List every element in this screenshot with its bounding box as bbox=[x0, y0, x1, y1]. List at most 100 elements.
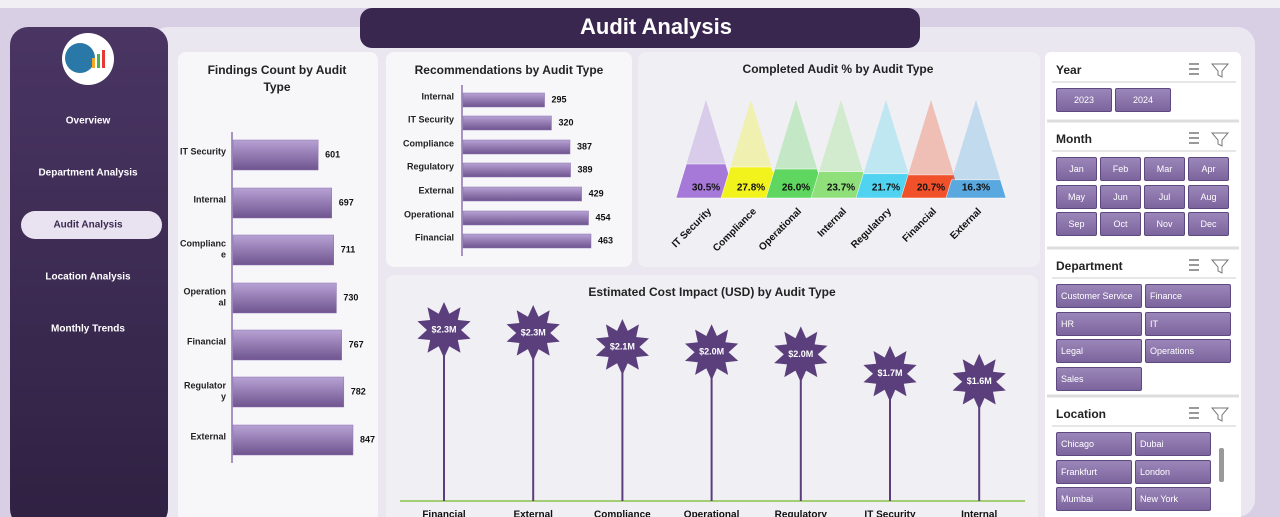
bar bbox=[462, 210, 589, 226]
category-label: Internal bbox=[961, 510, 997, 517]
data-label: 429 bbox=[589, 188, 604, 198]
data-label: 730 bbox=[343, 292, 358, 302]
data-label: 389 bbox=[578, 164, 593, 174]
slicer-button[interactable]: IT bbox=[1145, 311, 1231, 336]
nav-item[interactable]: Department Analysis bbox=[38, 168, 138, 179]
category-label: Operational bbox=[183, 286, 226, 308]
data-label: 387 bbox=[577, 141, 592, 151]
bar bbox=[232, 139, 319, 171]
data-label: $2.0M bbox=[788, 349, 813, 359]
slicer-button[interactable]: 2024 bbox=[1115, 88, 1171, 112]
chart-title: Estimated Cost Impact (USD) by Audit Typ… bbox=[588, 285, 836, 299]
pyramid-segment bbox=[945, 179, 1007, 199]
category-label: Compliance bbox=[594, 510, 651, 517]
category-label: Compliance bbox=[180, 238, 227, 260]
category-label: Financial bbox=[422, 510, 466, 517]
slicer-button[interactable]: Finance bbox=[1145, 284, 1231, 308]
star-marker bbox=[863, 345, 917, 402]
slicer-button[interactable]: Jan bbox=[1056, 157, 1097, 181]
slicer-button[interactable]: New York bbox=[1135, 487, 1211, 511]
data-label: $2.1M bbox=[610, 341, 635, 351]
bar bbox=[232, 187, 332, 219]
data-label: 697 bbox=[339, 197, 354, 207]
slicer-button[interactable]: Jul bbox=[1144, 184, 1185, 209]
clear-filter-icon[interactable] bbox=[1210, 259, 1230, 274]
slicer-button[interactable]: Sales bbox=[1056, 366, 1142, 391]
data-label: $1.7M bbox=[877, 368, 902, 378]
data-label: 782 bbox=[351, 386, 366, 396]
star-marker bbox=[417, 302, 471, 358]
slicer-title: Month bbox=[1056, 132, 1092, 146]
slicer-button[interactable]: Nov bbox=[1144, 212, 1185, 236]
category-label: External bbox=[513, 510, 553, 517]
logo-bar bbox=[97, 54, 100, 68]
data-label: 601 bbox=[325, 149, 340, 159]
slicer-button[interactable]: Mar bbox=[1144, 157, 1185, 181]
slicer-button[interactable]: Customer Service bbox=[1056, 284, 1142, 308]
slicer-button[interactable]: 2023 bbox=[1056, 88, 1112, 112]
category-label: IT Security bbox=[180, 146, 227, 157]
category-label: Internal bbox=[421, 91, 454, 102]
chart-title: Findings Count by Audit Type bbox=[207, 63, 347, 94]
slicer-button[interactable]: Sep bbox=[1056, 212, 1097, 236]
clear-filter-icon[interactable] bbox=[1210, 63, 1230, 78]
bar bbox=[232, 329, 342, 361]
slicer-button[interactable]: HR bbox=[1056, 311, 1142, 336]
slicer-button[interactable]: Feb bbox=[1100, 157, 1141, 181]
data-label: 20.7% bbox=[917, 183, 945, 194]
logo-mark bbox=[65, 43, 95, 73]
star-marker bbox=[685, 324, 739, 381]
star-marker bbox=[595, 319, 649, 375]
nav-item[interactable]: Monthly Trends bbox=[51, 324, 125, 335]
bar bbox=[462, 162, 571, 178]
star-marker bbox=[506, 305, 560, 361]
chart-title: Completed Audit % by Audit Type bbox=[743, 62, 934, 76]
clear-filter-icon[interactable] bbox=[1210, 407, 1230, 422]
bar bbox=[232, 376, 345, 408]
scrollbar bbox=[1219, 448, 1224, 482]
category-label: IT Security bbox=[864, 510, 916, 517]
pyramid-ghost bbox=[901, 100, 961, 198]
data-label: 26.0% bbox=[782, 183, 810, 194]
top-strip bbox=[0, 0, 1280, 8]
bar bbox=[462, 92, 545, 108]
data-label: 27.8% bbox=[737, 183, 765, 194]
chart-title: Recommendations by Audit Type bbox=[414, 63, 604, 77]
header-banner bbox=[360, 8, 920, 48]
nav-item[interactable]: Location Analysis bbox=[45, 272, 131, 283]
data-label: $1.6M bbox=[967, 376, 992, 386]
nav-active bbox=[21, 211, 162, 239]
pyramid-ghost bbox=[856, 100, 916, 198]
slicer-button[interactable]: Jun bbox=[1100, 184, 1141, 209]
slicer-button[interactable]: London bbox=[1135, 459, 1211, 484]
star-marker bbox=[774, 326, 828, 383]
slicer-button[interactable]: Chicago bbox=[1056, 432, 1132, 456]
slicer-button[interactable]: Dubai bbox=[1135, 432, 1211, 456]
slicer-title: Year bbox=[1056, 63, 1082, 77]
slicer-button[interactable]: Dec bbox=[1188, 212, 1229, 236]
slicer-button[interactable]: Mumbai bbox=[1056, 487, 1132, 511]
slicer-button[interactable]: Operations bbox=[1145, 339, 1231, 363]
data-label: $2.3M bbox=[431, 324, 456, 334]
star-marker bbox=[952, 353, 1006, 410]
slicer-button[interactable]: Legal bbox=[1056, 339, 1142, 363]
nav-item[interactable]: Audit Analysis bbox=[53, 220, 123, 231]
slicer-button[interactable]: Aug bbox=[1188, 184, 1229, 209]
data-label: 30.5% bbox=[692, 183, 720, 194]
bar bbox=[232, 424, 354, 456]
clear-filter-icon[interactable] bbox=[1210, 132, 1230, 147]
category-label: Financial bbox=[414, 232, 454, 243]
slicer-button[interactable]: Oct bbox=[1100, 212, 1141, 236]
category-label: External bbox=[190, 431, 226, 442]
data-label: 454 bbox=[596, 212, 611, 222]
logo-bar bbox=[92, 58, 95, 68]
data-label: 463 bbox=[598, 235, 613, 245]
slicer-button[interactable]: Frankfurt bbox=[1056, 459, 1132, 484]
category-label: Financial bbox=[186, 336, 226, 347]
data-label: 23.7% bbox=[827, 183, 855, 194]
slicer-button[interactable]: May bbox=[1056, 184, 1097, 209]
slicer-button[interactable]: Apr bbox=[1188, 157, 1229, 181]
nav-item[interactable]: Overview bbox=[66, 116, 111, 127]
